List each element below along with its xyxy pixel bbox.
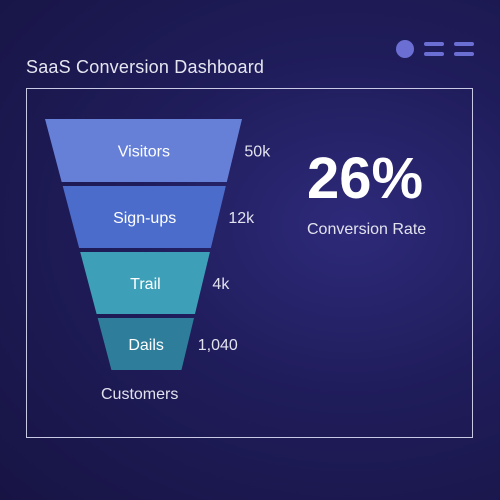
circle-icon[interactable] xyxy=(396,40,414,58)
funnel-footer-label: Customers xyxy=(101,386,179,403)
menu-icon[interactable] xyxy=(454,42,474,56)
conversion-rate-value: 26% xyxy=(307,146,424,211)
conversion-rate-label: Conversion Rate xyxy=(307,221,427,238)
dashboard-title: SaaS Conversion Dashboard xyxy=(26,57,265,77)
menu-icon[interactable] xyxy=(424,42,444,56)
dashboard-panel xyxy=(26,88,473,438)
window-controls xyxy=(396,40,474,58)
